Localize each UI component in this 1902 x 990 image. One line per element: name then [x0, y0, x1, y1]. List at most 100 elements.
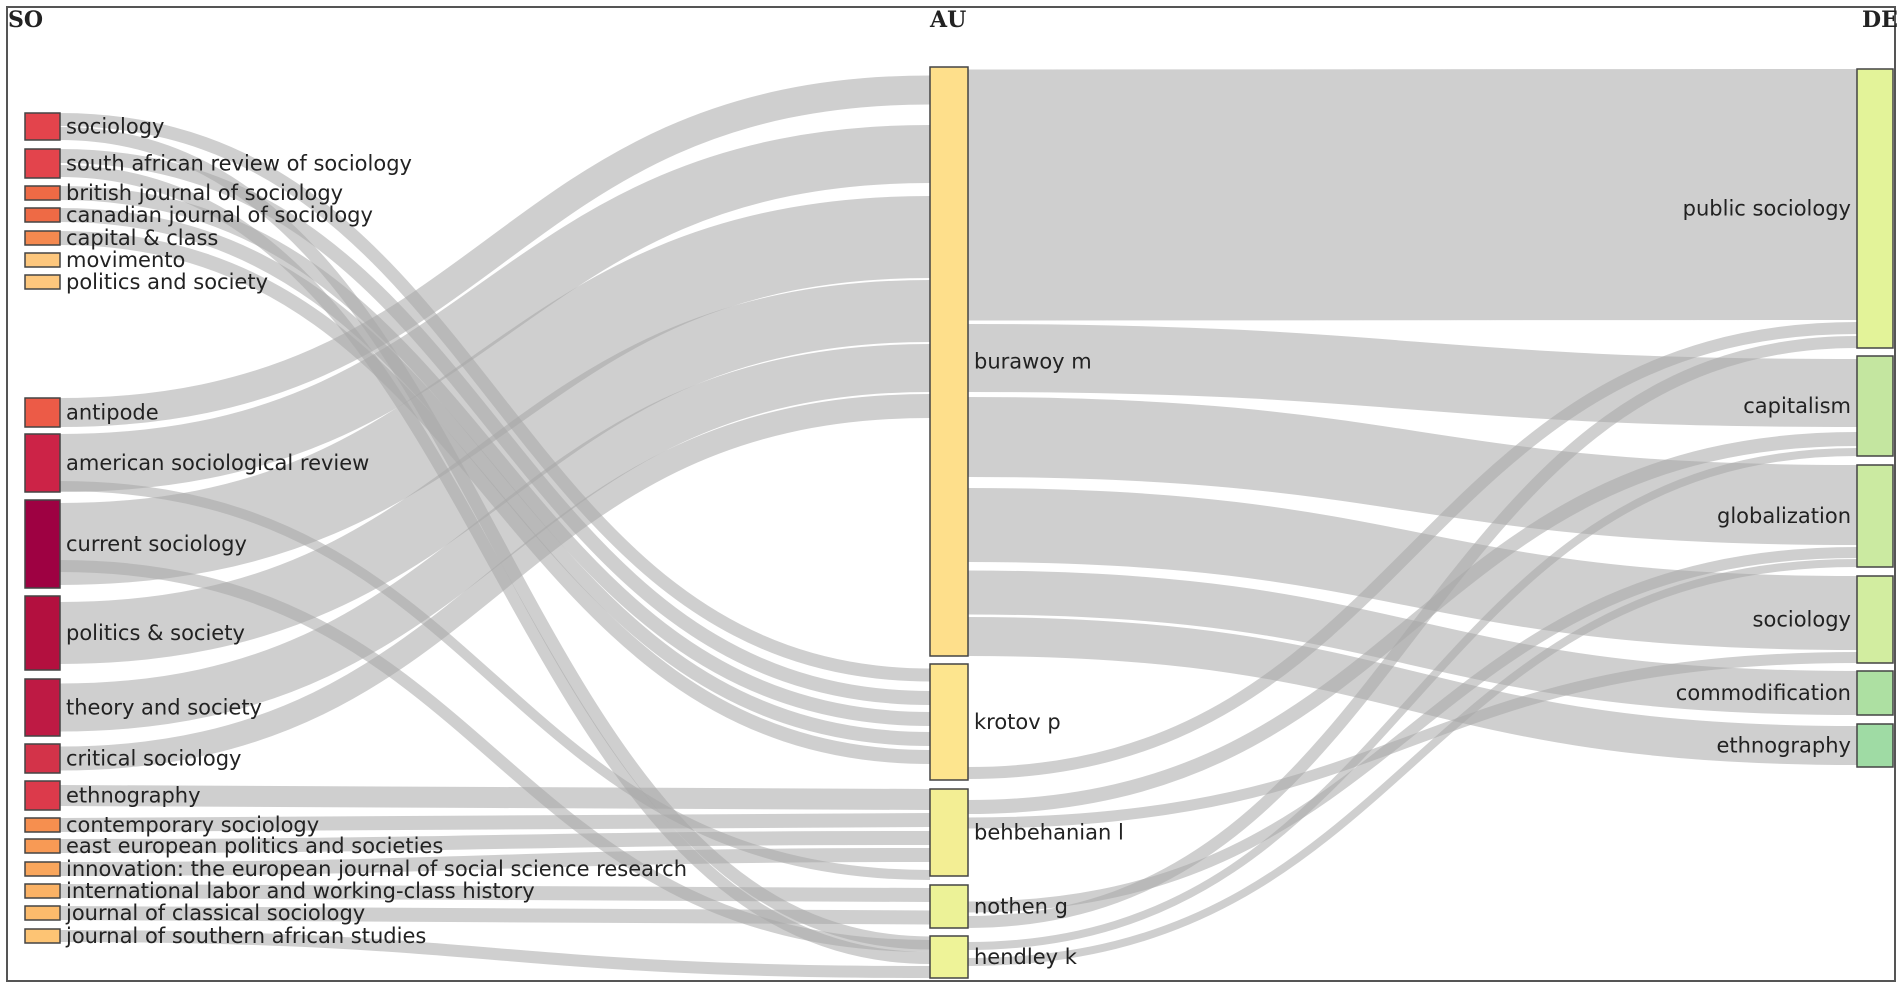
source-node-bar[interactable] — [24, 905, 61, 921]
author-node-2[interactable]: krotov p — [929, 663, 1061, 781]
source-node-18[interactable]: international labor and working-class hi… — [24, 879, 535, 903]
link-s20-a5 — [59, 930, 931, 978]
link-s1-a5 — [59, 127, 931, 950]
link-s2-a5 — [59, 165, 931, 964]
source-node-bar[interactable] — [24, 397, 61, 428]
source-node-label: journal of classical sociology — [65, 901, 365, 925]
column-header-au: AU — [929, 7, 966, 33]
author-node-bar[interactable] — [929, 884, 969, 929]
keyword-node-bar[interactable] — [1856, 68, 1894, 349]
keyword-node-bar[interactable] — [1856, 670, 1894, 716]
keyword-node-5[interactable]: commodification — [1676, 670, 1894, 716]
source-node-7[interactable]: politics and society — [24, 270, 268, 294]
link-s16-a3 — [59, 831, 931, 853]
source-node-11[interactable]: politics & society — [24, 595, 245, 671]
keyword-node-bar[interactable] — [1856, 575, 1894, 664]
keyword-node-1[interactable]: public sociology — [1683, 68, 1894, 349]
source-node-label: east european politics and societies — [66, 834, 443, 858]
source-node-bar[interactable] — [24, 780, 61, 811]
source-node-bar[interactable] — [24, 148, 61, 179]
source-node-8[interactable]: antipode — [24, 397, 159, 428]
source-node-label: journal of southern african studies — [65, 924, 426, 948]
source-node-bar[interactable] — [24, 743, 61, 774]
keyword-node-label: commodification — [1676, 681, 1851, 705]
source-node-bar[interactable] — [24, 817, 61, 833]
author-node-bar[interactable] — [929, 935, 969, 979]
keyword-node-label: public sociology — [1683, 197, 1851, 221]
author-node-bar[interactable] — [929, 788, 969, 877]
source-node-14[interactable]: ethnography — [24, 780, 201, 811]
link-s15-a3 — [59, 813, 931, 832]
link-s9-a1 — [59, 125, 931, 492]
source-node-bar[interactable] — [24, 230, 61, 246]
author-node-label: burawoy m — [974, 350, 1092, 374]
source-node-bar[interactable] — [24, 861, 61, 877]
link-a5-d2 — [967, 448, 1858, 950]
source-node-10[interactable]: current sociology — [24, 499, 247, 589]
keyword-node-label: capitalism — [1743, 394, 1851, 418]
source-node-label: sociology — [66, 115, 164, 139]
source-node-15[interactable]: contemporary sociology — [24, 813, 319, 837]
source-node-label: international labor and working-class hi… — [66, 879, 535, 903]
keyword-node-6[interactable]: ethnography — [1716, 723, 1894, 768]
column-header-de: DE — [1862, 7, 1898, 33]
link-a3-d4 — [967, 652, 1858, 829]
source-node-bar[interactable] — [24, 252, 61, 268]
source-node-bar[interactable] — [24, 928, 61, 944]
source-node-2[interactable]: south african review of sociology — [24, 148, 412, 179]
source-node-20[interactable]: journal of southern african studies — [24, 924, 426, 948]
source-node-4[interactable]: canadian journal of sociology — [24, 203, 373, 227]
source-node-label: current sociology — [66, 532, 247, 556]
flow-links — [59, 69, 1858, 978]
source-node-13[interactable]: critical sociology — [24, 743, 241, 774]
source-node-bar[interactable] — [24, 433, 61, 493]
source-node-label: movimento — [66, 248, 185, 272]
author-node-label: krotov p — [974, 710, 1061, 734]
source-node-label: ethnography — [66, 784, 201, 808]
author-node-3[interactable]: behbehanian l — [929, 788, 1124, 877]
keyword-node-bar[interactable] — [1856, 355, 1894, 457]
source-node-label: theory and society — [66, 696, 262, 720]
source-node-bar[interactable] — [24, 883, 61, 899]
source-node-bar[interactable] — [24, 274, 61, 290]
keyword-node-label: globalization — [1717, 504, 1851, 528]
link-a1-d6 — [967, 617, 1858, 765]
source-node-9[interactable]: american sociological review — [24, 433, 369, 493]
source-node-bar[interactable] — [24, 595, 61, 671]
source-node-label: south african review of sociology — [66, 152, 412, 176]
source-node-label: american sociological review — [66, 451, 369, 475]
source-node-bar[interactable] — [24, 499, 61, 589]
source-node-12[interactable]: theory and society — [24, 678, 262, 737]
source-node-6[interactable]: movimento — [24, 248, 185, 272]
author-node-bar[interactable] — [929, 66, 969, 657]
source-node-5[interactable]: capital & class — [24, 226, 218, 250]
source-node-bar[interactable] — [24, 838, 61, 854]
link-a1-d2 — [967, 324, 1858, 427]
link-a2-d1 — [967, 322, 1858, 779]
keyword-node-4[interactable]: sociology — [1753, 575, 1894, 664]
keyword-node-3[interactable]: globalization — [1717, 464, 1894, 568]
source-node-bar[interactable] — [24, 678, 61, 737]
keyword-node-bar[interactable] — [1856, 723, 1894, 768]
keyword-node-2[interactable]: capitalism — [1743, 355, 1894, 457]
link-s9-a4 — [59, 481, 931, 880]
source-node-bar[interactable] — [24, 185, 61, 201]
author-node-bar[interactable] — [929, 663, 969, 781]
source-node-17[interactable]: innovation: the european journal of soci… — [24, 857, 687, 881]
source-node-1[interactable]: sociology — [24, 112, 164, 141]
source-node-label: british journal of sociology — [66, 181, 343, 205]
source-node-19[interactable]: journal of classical sociology — [24, 901, 365, 925]
source-node-label: capital & class — [66, 226, 218, 250]
link-a1-d1 — [967, 69, 1858, 321]
keyword-node-bar[interactable] — [1856, 464, 1894, 568]
author-node-4[interactable]: nothen g — [929, 884, 1068, 929]
source-node-16[interactable]: east european politics and societies — [24, 834, 443, 858]
source-node-label: critical sociology — [66, 747, 241, 771]
source-node-bar[interactable] — [24, 207, 61, 223]
link-s1-a2 — [59, 113, 931, 682]
author-node-1[interactable]: burawoy m — [929, 66, 1092, 657]
source-node-bar[interactable] — [24, 112, 61, 141]
source-node-3[interactable]: british journal of sociology — [24, 181, 343, 205]
author-node-5[interactable]: hendley k — [929, 935, 1078, 979]
link-s4-a2 — [59, 208, 931, 746]
